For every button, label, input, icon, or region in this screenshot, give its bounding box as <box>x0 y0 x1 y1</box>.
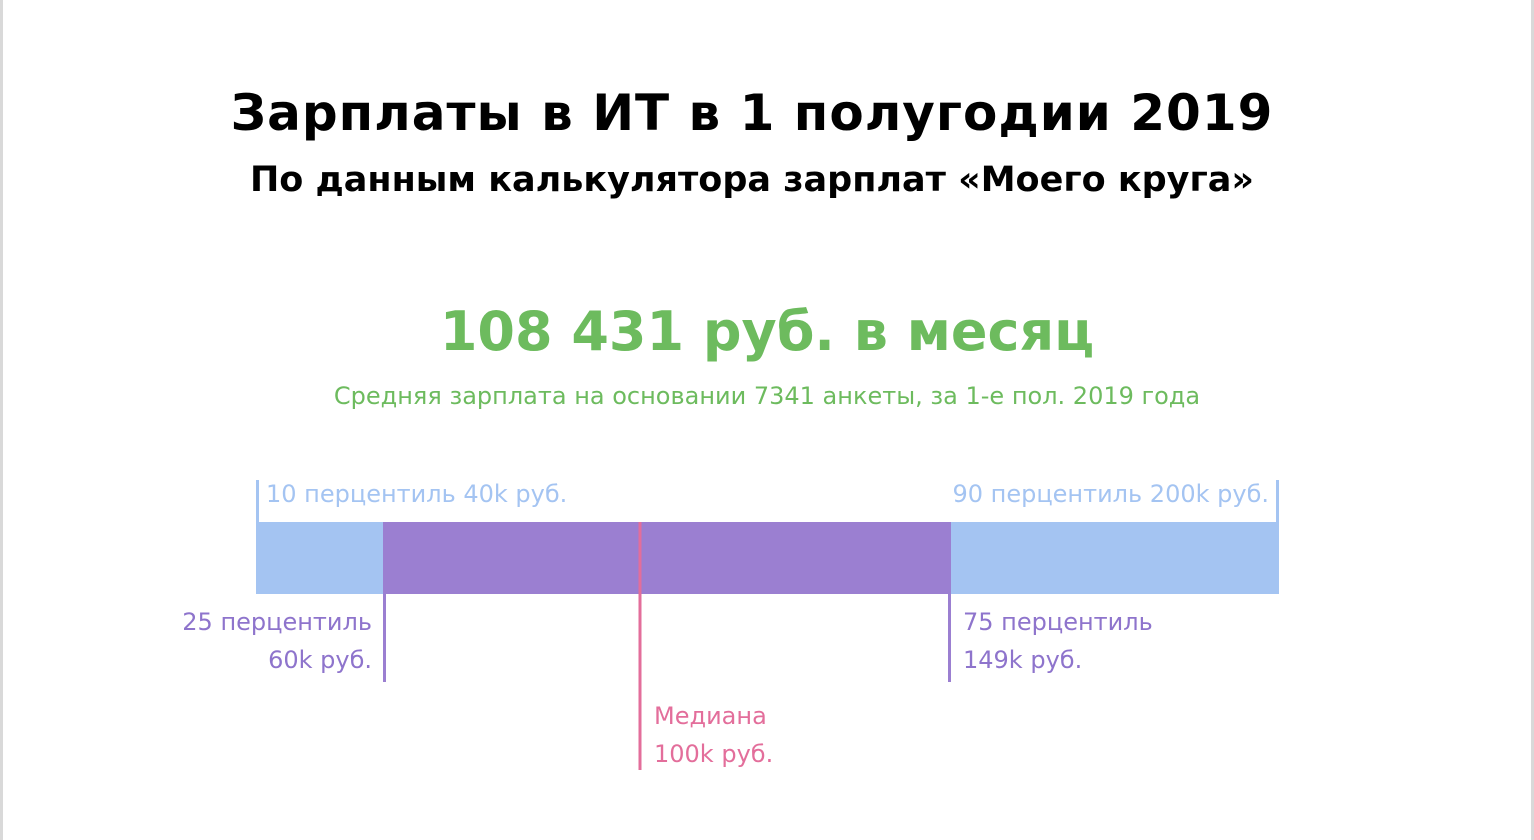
p75-label: 75 перцентиль 149k руб. <box>963 603 1153 679</box>
page-title: Зарплаты в ИТ в 1 полугодии 2019 <box>230 84 1274 142</box>
p25-label-name: 25 перцентиль <box>182 608 372 636</box>
inner-range-bar <box>383 522 951 594</box>
p25-label-value: 60k руб. <box>268 646 372 674</box>
p25-label: 25 перцентиль 60k руб. <box>182 603 372 679</box>
p10-label: 10 перцентиль 40k руб. <box>266 480 568 508</box>
page-subtitle: По данным калькулятора зарплат «Моего кр… <box>249 160 1254 200</box>
median-label-name: Медиана <box>654 702 767 730</box>
average-salary-headline: 108 431 руб. в месяц <box>439 300 1095 363</box>
median-label-value: 100k руб. <box>654 740 774 768</box>
p75-label-value: 149k руб. <box>963 646 1083 674</box>
frame-right-border <box>1531 0 1534 840</box>
p75-label-name: 75 перцентиль <box>963 608 1153 636</box>
median-label: Медиана 100k руб. <box>654 697 773 773</box>
frame-left-border <box>0 0 3 840</box>
average-salary-caption: Средняя зарплата на основании 7341 анкет… <box>333 382 1201 410</box>
p90-label: 90 перцентиль 200k руб. <box>952 480 1269 508</box>
